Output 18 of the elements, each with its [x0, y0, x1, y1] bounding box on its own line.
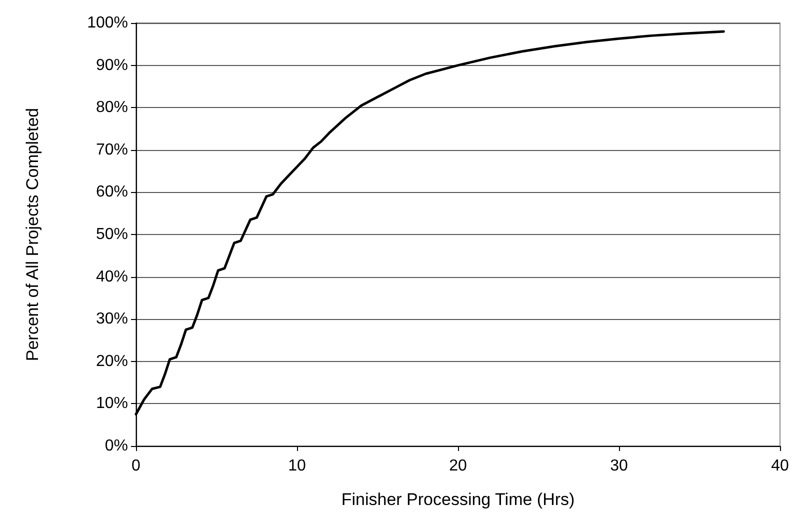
y-tick-label: 10% — [96, 395, 128, 412]
y-tick-label: 0% — [104, 438, 128, 454]
x-axis-title: Finisher Processing Time (Hrs) — [341, 490, 575, 509]
y-axis-title: Percent of All Projects Completed — [23, 108, 42, 362]
y-tick-label: 30% — [96, 310, 128, 328]
y-tick-label: 60% — [96, 184, 128, 201]
x-tick-label: 20 — [449, 458, 467, 474]
y-tick-label: 80% — [96, 99, 128, 116]
y-tick-label: 70% — [96, 141, 128, 158]
y-tick-label: 100% — [87, 14, 128, 32]
y-tick-label: 90% — [96, 56, 128, 74]
y-tick-label: 40% — [96, 268, 128, 286]
x-tick-label: 10 — [288, 458, 306, 474]
y-tick-label: 50% — [96, 226, 128, 243]
x-tick-label: 30 — [610, 458, 628, 474]
y-tick-label: 20% — [96, 352, 128, 370]
x-tick-label: 40 — [771, 458, 789, 474]
x-tick-label: 0 — [132, 458, 141, 474]
